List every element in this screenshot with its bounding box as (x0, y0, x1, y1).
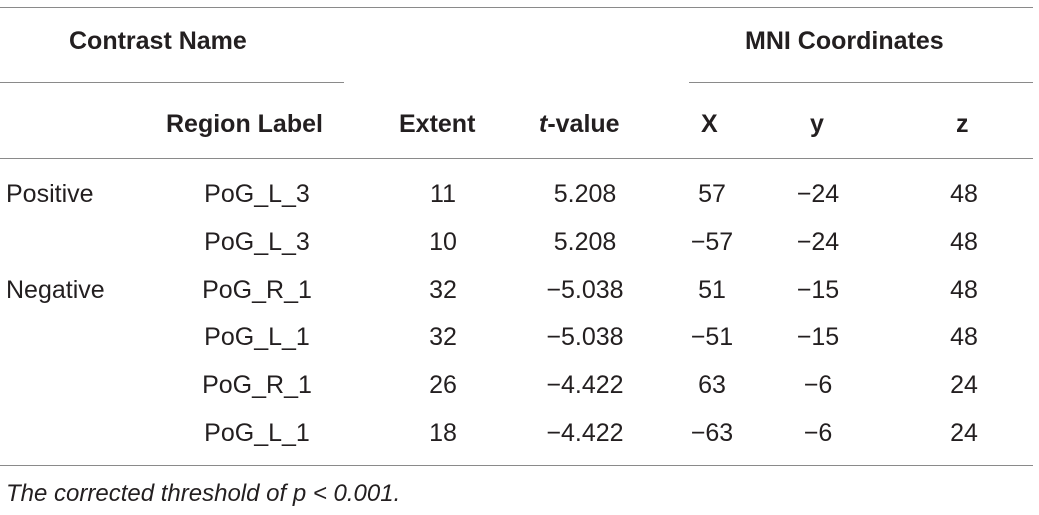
region-cell: PoG_L_1 (204, 323, 310, 351)
contrast-cell: Positive (6, 180, 94, 208)
y-cell: −15 (796, 276, 840, 304)
contrast-name-underline (0, 82, 344, 83)
extent-cell: 18 (429, 419, 457, 447)
t-value-header: t-value (539, 112, 620, 137)
z-cell: 48 (950, 228, 978, 256)
t-value-cell: −4.422 (546, 371, 624, 399)
contrast-name-header: Contrast Name (69, 27, 247, 55)
x-header: X (701, 110, 718, 138)
extent-cell: 10 (429, 228, 457, 256)
extent-header: Extent (399, 110, 476, 138)
region-label-header: Region Label (166, 110, 323, 138)
z-cell: 48 (950, 180, 978, 208)
x-cell: −63 (690, 419, 734, 447)
z-header: z (956, 110, 969, 138)
extent-cell: 11 (430, 180, 456, 208)
x-cell: −51 (690, 323, 734, 351)
x-cell: −57 (690, 228, 734, 256)
extent-cell: 32 (429, 323, 457, 351)
table-bottom-rule (0, 465, 1033, 466)
t-value-cell: 5.208 (553, 180, 617, 208)
t-value-cell: −5.038 (546, 323, 624, 351)
t-value-cell: −5.038 (546, 276, 624, 304)
region-cell: PoG_R_1 (202, 276, 312, 304)
y-cell: −6 (803, 419, 833, 447)
t-value-header-t: t (539, 110, 548, 138)
x-cell: 51 (698, 276, 726, 304)
z-cell: 24 (950, 371, 978, 399)
extent-cell: 32 (429, 276, 457, 304)
t-value-cell: −4.422 (546, 419, 624, 447)
header-bottom-rule (0, 158, 1033, 159)
y-header: y (810, 110, 824, 138)
y-cell: −24 (796, 180, 840, 208)
mni-coordinates-underline (689, 82, 1033, 83)
z-cell: 48 (950, 276, 978, 304)
z-cell: 24 (950, 419, 978, 447)
contrast-cell: Negative (6, 276, 105, 304)
region-cell: PoG_L_3 (204, 228, 310, 256)
region-cell: PoG_L_1 (204, 419, 310, 447)
table-footnote: The corrected threshold of p < 0.001. (6, 480, 401, 507)
table-top-rule (0, 7, 1033, 8)
region-cell: PoG_R_1 (202, 371, 312, 399)
extent-cell: 26 (429, 371, 457, 399)
y-cell: −6 (803, 371, 833, 399)
z-cell: 48 (950, 323, 978, 351)
t-value-header-suffix: -value (547, 110, 620, 138)
x-cell: 63 (698, 371, 726, 399)
y-cell: −15 (796, 323, 840, 351)
region-cell: PoG_L_3 (204, 180, 310, 208)
y-cell: −24 (796, 228, 840, 256)
x-cell: 57 (698, 180, 726, 208)
mni-coordinates-header: MNI Coordinates (745, 27, 944, 55)
t-value-cell: 5.208 (553, 228, 617, 256)
